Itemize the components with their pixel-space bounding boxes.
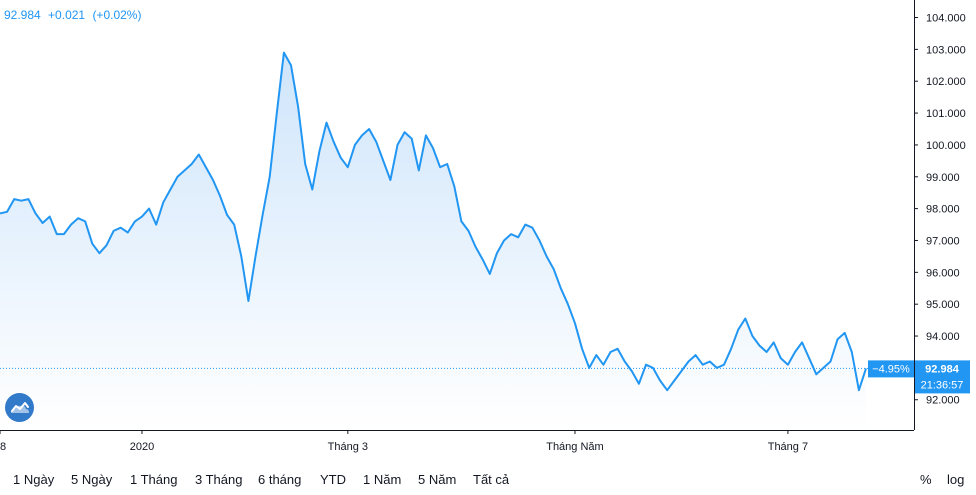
y-tick-label: 101.000 <box>926 108 966 120</box>
range-5-days-button[interactable]: 5 Ngày <box>71 472 113 487</box>
log-scale-button[interactable]: log <box>947 472 965 487</box>
range-3-months-button[interactable]: 3 Tháng <box>195 472 243 487</box>
y-tick-label: 100.000 <box>926 140 966 152</box>
price-change-percent-text: (+0.02%) <box>92 8 142 22</box>
series-line[interactable] <box>0 51 867 392</box>
range-ytd-button[interactable]: YTD <box>320 472 346 487</box>
price-axis[interactable]: 104.000 103.000 102.000 101.000 100.000 99.00… <box>914 13 966 407</box>
price-chart[interactable]: 104.000 103.000 102.000 101.000 100.000 99.00… <box>0 0 976 464</box>
y-tick-label: 92.000 <box>926 395 960 407</box>
x-tick-label: Tháng 7 <box>768 441 808 453</box>
y-tick-label: 98.000 <box>926 204 960 216</box>
y-tick-label: 103.000 <box>926 44 966 56</box>
range-toolbar: 1 Ngày 5 Ngày 1 Tháng 3 Tháng 6 tháng YT… <box>0 464 976 495</box>
percent-scale-button[interactable]: % <box>920 472 932 487</box>
price-change-text: +0.021 <box>48 8 86 22</box>
range-1-day-button[interactable]: 1 Ngày <box>13 472 55 487</box>
y-tick-label: 95.000 <box>926 299 960 311</box>
x-tick-label: 8 <box>0 441 6 453</box>
y-tick-label: 102.000 <box>926 76 966 88</box>
x-tick-label: Tháng 3 <box>328 441 368 453</box>
area-layer <box>0 51 867 430</box>
x-tick-label: Tháng Năm <box>546 441 603 453</box>
quote-summary: 92.984 +0.021 (+0.02%) <box>4 8 145 22</box>
y-tick-label: 104.000 <box>926 13 966 25</box>
last-price-badge-text: 92.984 <box>925 363 960 375</box>
y-tick-label: 96.000 <box>926 267 960 279</box>
last-price-badge <box>915 360 970 394</box>
y-tick-label: 99.000 <box>926 172 960 184</box>
y-tick-label: 94.000 <box>926 331 960 343</box>
range-1-month-button[interactable]: 1 Tháng <box>130 472 178 487</box>
range-all-button[interactable]: Tất cả <box>473 472 510 487</box>
last-price-text: 92.984 <box>4 8 41 22</box>
x-tick-label: 2020 <box>130 441 154 453</box>
countdown-badge-text: 21:36:57 <box>921 379 964 391</box>
change-percent-badge <box>868 360 914 378</box>
tradingview-cloud-icon[interactable] <box>5 393 34 422</box>
change-percent-badge-text: −4.95% <box>872 363 910 375</box>
logo-glyph <box>11 402 29 413</box>
range-6-months-button[interactable]: 6 tháng <box>258 472 302 487</box>
series-area-fill <box>0 52 866 430</box>
range-5-years-button[interactable]: 5 Năm <box>418 472 457 487</box>
range-1-year-button[interactable]: 1 Năm <box>363 472 402 487</box>
y-tick-label: 97.000 <box>926 235 960 247</box>
last-price-badges: −4.95% 92.984 21:36:57 <box>868 360 970 394</box>
